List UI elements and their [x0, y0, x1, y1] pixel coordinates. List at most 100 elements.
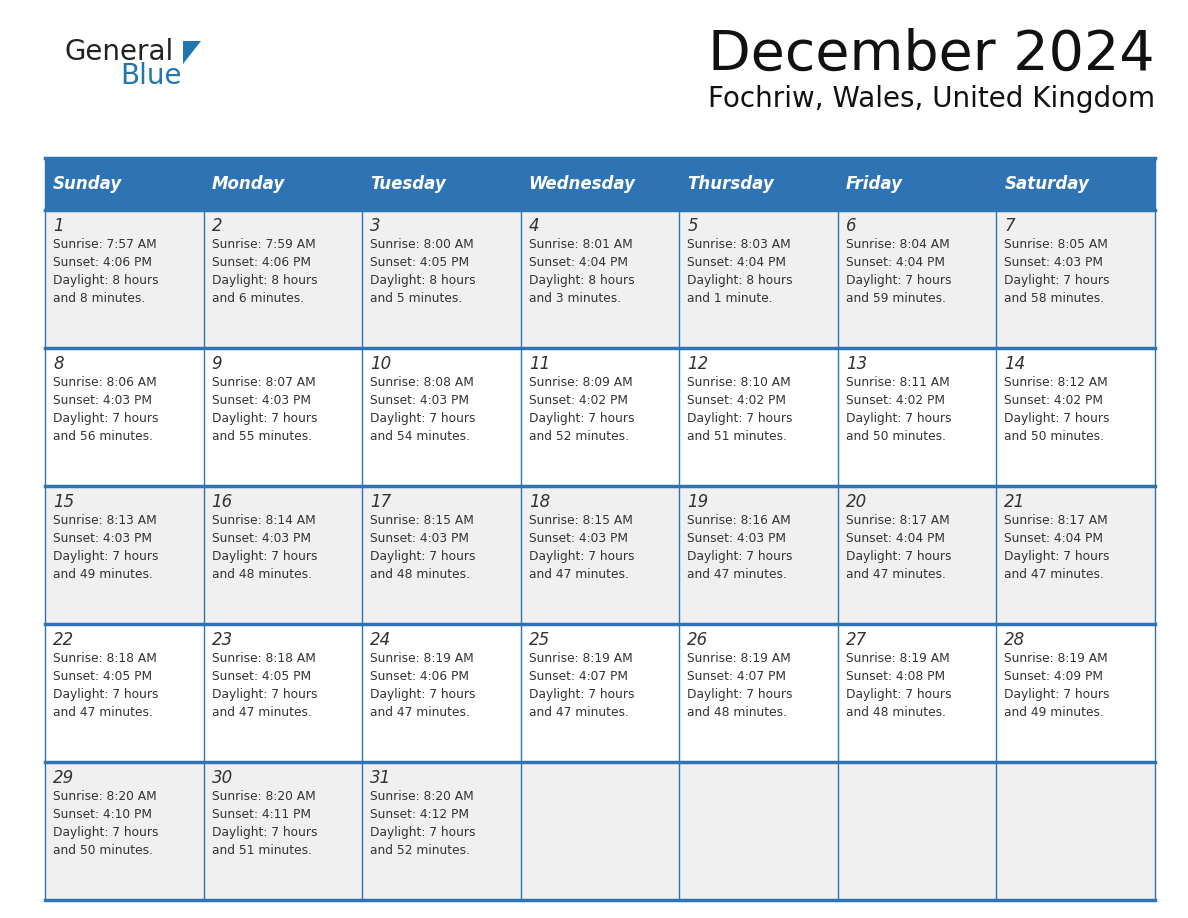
Polygon shape: [183, 41, 201, 64]
Text: and 5 minutes.: and 5 minutes.: [371, 292, 462, 305]
Text: Monday: Monday: [211, 175, 285, 193]
Text: 26: 26: [688, 631, 708, 649]
Text: Daylight: 7 hours: Daylight: 7 hours: [529, 550, 634, 563]
Text: Sunset: 4:06 PM: Sunset: 4:06 PM: [371, 670, 469, 683]
Bar: [520, 210, 680, 348]
Text: and 47 minutes.: and 47 minutes.: [846, 568, 946, 581]
Text: Sunrise: 8:17 AM: Sunrise: 8:17 AM: [1004, 514, 1108, 527]
Text: Sunset: 4:12 PM: Sunset: 4:12 PM: [371, 808, 469, 821]
Bar: [203, 762, 362, 900]
Text: Daylight: 7 hours: Daylight: 7 hours: [53, 826, 158, 839]
Text: General: General: [65, 38, 175, 66]
Bar: [838, 624, 997, 762]
Text: Daylight: 7 hours: Daylight: 7 hours: [688, 550, 792, 563]
Text: Friday: Friday: [846, 175, 903, 193]
Bar: [203, 624, 362, 762]
Text: Sunrise: 8:19 AM: Sunrise: 8:19 AM: [1004, 652, 1108, 665]
Text: Sunset: 4:10 PM: Sunset: 4:10 PM: [53, 808, 152, 821]
Text: Sunrise: 8:15 AM: Sunrise: 8:15 AM: [371, 514, 474, 527]
Bar: [997, 158, 1155, 210]
Text: Sunrise: 8:00 AM: Sunrise: 8:00 AM: [371, 238, 474, 251]
Bar: [45, 762, 203, 900]
Text: Daylight: 7 hours: Daylight: 7 hours: [1004, 412, 1110, 425]
Text: Sunset: 4:05 PM: Sunset: 4:05 PM: [53, 670, 152, 683]
Bar: [520, 624, 680, 762]
Text: and 47 minutes.: and 47 minutes.: [529, 568, 628, 581]
Text: 30: 30: [211, 769, 233, 787]
Text: 12: 12: [688, 355, 708, 373]
Text: 28: 28: [1004, 631, 1025, 649]
Bar: [203, 348, 362, 486]
Text: Daylight: 7 hours: Daylight: 7 hours: [211, 826, 317, 839]
Bar: [838, 210, 997, 348]
Text: Sunrise: 8:17 AM: Sunrise: 8:17 AM: [846, 514, 949, 527]
Text: 10: 10: [371, 355, 391, 373]
Text: Sunset: 4:04 PM: Sunset: 4:04 PM: [846, 256, 944, 269]
Text: Daylight: 7 hours: Daylight: 7 hours: [211, 688, 317, 701]
Text: Daylight: 8 hours: Daylight: 8 hours: [371, 274, 475, 287]
Text: 3: 3: [371, 217, 381, 235]
Text: Sunset: 4:05 PM: Sunset: 4:05 PM: [371, 256, 469, 269]
Text: Wednesday: Wednesday: [529, 175, 636, 193]
Text: Tuesday: Tuesday: [371, 175, 446, 193]
Text: 6: 6: [846, 217, 857, 235]
Text: Sunset: 4:02 PM: Sunset: 4:02 PM: [688, 394, 786, 407]
Text: 11: 11: [529, 355, 550, 373]
Text: Sunrise: 8:18 AM: Sunrise: 8:18 AM: [53, 652, 157, 665]
Text: Sunset: 4:02 PM: Sunset: 4:02 PM: [1004, 394, 1104, 407]
Text: Sunrise: 8:20 AM: Sunrise: 8:20 AM: [53, 790, 157, 803]
Text: 19: 19: [688, 493, 708, 511]
Bar: [45, 158, 203, 210]
Text: Daylight: 7 hours: Daylight: 7 hours: [53, 688, 158, 701]
Bar: [680, 210, 838, 348]
Text: Daylight: 7 hours: Daylight: 7 hours: [846, 274, 952, 287]
Text: 18: 18: [529, 493, 550, 511]
Text: Daylight: 7 hours: Daylight: 7 hours: [211, 550, 317, 563]
Text: 7: 7: [1004, 217, 1015, 235]
Text: Blue: Blue: [120, 62, 182, 90]
Text: Daylight: 7 hours: Daylight: 7 hours: [846, 412, 952, 425]
Text: 1: 1: [53, 217, 64, 235]
Text: 23: 23: [211, 631, 233, 649]
Text: Sunrise: 8:03 AM: Sunrise: 8:03 AM: [688, 238, 791, 251]
Text: and 48 minutes.: and 48 minutes.: [211, 568, 311, 581]
Text: Sunrise: 7:59 AM: Sunrise: 7:59 AM: [211, 238, 315, 251]
Text: and 6 minutes.: and 6 minutes.: [211, 292, 304, 305]
Text: Sunrise: 8:19 AM: Sunrise: 8:19 AM: [371, 652, 474, 665]
Text: and 50 minutes.: and 50 minutes.: [1004, 430, 1105, 443]
Text: 27: 27: [846, 631, 867, 649]
Text: Daylight: 7 hours: Daylight: 7 hours: [53, 550, 158, 563]
Text: Sunset: 4:04 PM: Sunset: 4:04 PM: [529, 256, 627, 269]
Bar: [680, 762, 838, 900]
Bar: [838, 158, 997, 210]
Text: and 47 minutes.: and 47 minutes.: [371, 706, 470, 719]
Text: 9: 9: [211, 355, 222, 373]
Bar: [680, 624, 838, 762]
Bar: [203, 158, 362, 210]
Text: and 48 minutes.: and 48 minutes.: [846, 706, 946, 719]
Bar: [45, 624, 203, 762]
Bar: [362, 624, 520, 762]
Text: Sunrise: 8:20 AM: Sunrise: 8:20 AM: [371, 790, 474, 803]
Text: and 58 minutes.: and 58 minutes.: [1004, 292, 1105, 305]
Text: Sunset: 4:03 PM: Sunset: 4:03 PM: [211, 394, 310, 407]
Text: and 56 minutes.: and 56 minutes.: [53, 430, 153, 443]
Text: Sunrise: 8:15 AM: Sunrise: 8:15 AM: [529, 514, 632, 527]
Text: 31: 31: [371, 769, 391, 787]
Text: Daylight: 7 hours: Daylight: 7 hours: [1004, 688, 1110, 701]
Text: 15: 15: [53, 493, 74, 511]
Text: 17: 17: [371, 493, 391, 511]
Text: Sunrise: 8:06 AM: Sunrise: 8:06 AM: [53, 376, 157, 389]
Text: 8: 8: [53, 355, 64, 373]
Text: Daylight: 8 hours: Daylight: 8 hours: [688, 274, 792, 287]
Text: 24: 24: [371, 631, 391, 649]
Bar: [520, 486, 680, 624]
Text: and 51 minutes.: and 51 minutes.: [211, 844, 311, 857]
Text: Daylight: 7 hours: Daylight: 7 hours: [846, 550, 952, 563]
Text: Sunset: 4:04 PM: Sunset: 4:04 PM: [688, 256, 786, 269]
Text: Saturday: Saturday: [1004, 175, 1089, 193]
Text: Daylight: 7 hours: Daylight: 7 hours: [371, 826, 475, 839]
Text: 14: 14: [1004, 355, 1025, 373]
Text: Sunset: 4:03 PM: Sunset: 4:03 PM: [529, 532, 627, 545]
Bar: [680, 348, 838, 486]
